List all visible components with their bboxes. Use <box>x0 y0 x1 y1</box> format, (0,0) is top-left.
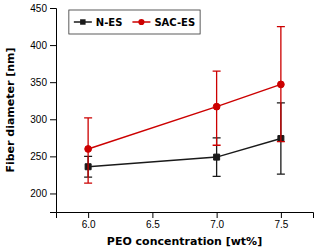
legend-item: SAC-ES <box>132 17 195 28</box>
point <box>213 103 220 110</box>
x-tick-mark <box>281 212 282 218</box>
error-bar <box>84 118 92 183</box>
y-tick-mark <box>50 193 56 194</box>
y-tick: 200 <box>30 188 56 199</box>
y-axis-title: Fiber diameter [nm] <box>4 47 17 172</box>
x-tick-label: 7.5 <box>274 219 288 230</box>
x-tick-label: 6.0 <box>82 219 96 230</box>
y-tick-label: 200 <box>30 188 47 199</box>
x-tick: 6.0 <box>82 212 96 230</box>
x-tick-mark <box>152 212 153 218</box>
x-tick: 6.5 <box>146 212 160 230</box>
y-tick: 250 <box>30 151 56 162</box>
x-tick-mark <box>88 212 89 218</box>
y-tick-mark <box>50 8 56 9</box>
y-tick-label: 300 <box>30 114 47 125</box>
x-axis: 6.0 6.5 7.0 7.5 <box>57 212 314 230</box>
y-tick-label: 400 <box>30 40 47 51</box>
x-tick-mark <box>217 212 218 218</box>
plot: 6.0 6.5 7.0 7.5 200 250 300 350 400 450 PEO concen… <box>4 3 314 248</box>
legend-item: N-ES <box>74 17 123 28</box>
chart: 6.0 6.5 7.0 7.5 200 250 300 350 400 450 PEO concen… <box>0 0 327 252</box>
line <box>88 139 281 167</box>
y-tick: 400 <box>30 40 56 51</box>
y-tick-mark <box>50 82 56 83</box>
legend-label: N-ES <box>96 17 123 28</box>
x-tick-label: 7.0 <box>210 219 224 230</box>
y-tick-mark <box>50 156 56 157</box>
error-bar <box>277 27 285 142</box>
x-tick: 7.5 <box>274 212 288 230</box>
y-tick: 300 <box>30 114 56 125</box>
point <box>85 146 92 153</box>
y-tick-mark <box>50 45 56 46</box>
legend-marker <box>138 19 144 25</box>
y-tick-mark <box>50 119 56 120</box>
y-axis: 200 250 300 350 400 450 <box>30 3 56 213</box>
y-axis-line <box>50 9 57 213</box>
x-axis-line <box>57 213 314 219</box>
point <box>214 154 220 160</box>
x-tick-label: 6.5 <box>146 219 160 230</box>
y-tick-label: 250 <box>30 151 47 162</box>
marks <box>84 27 285 184</box>
y-tick: 450 <box>30 3 56 14</box>
y-tick-label: 350 <box>30 77 47 88</box>
x-axis-title: PEO concentration [wt%] <box>107 235 262 248</box>
legend-frame <box>69 10 200 34</box>
line <box>88 84 281 149</box>
legend-label: SAC-ES <box>154 17 195 28</box>
y-tick-label: 450 <box>30 3 47 14</box>
legend: N-ES SAC-ES <box>69 10 200 34</box>
series <box>84 27 285 184</box>
legend-marker <box>80 19 85 24</box>
x-tick: 7.0 <box>210 212 224 230</box>
error-bar <box>213 71 221 145</box>
y-tick: 350 <box>30 77 56 88</box>
point <box>277 81 284 88</box>
